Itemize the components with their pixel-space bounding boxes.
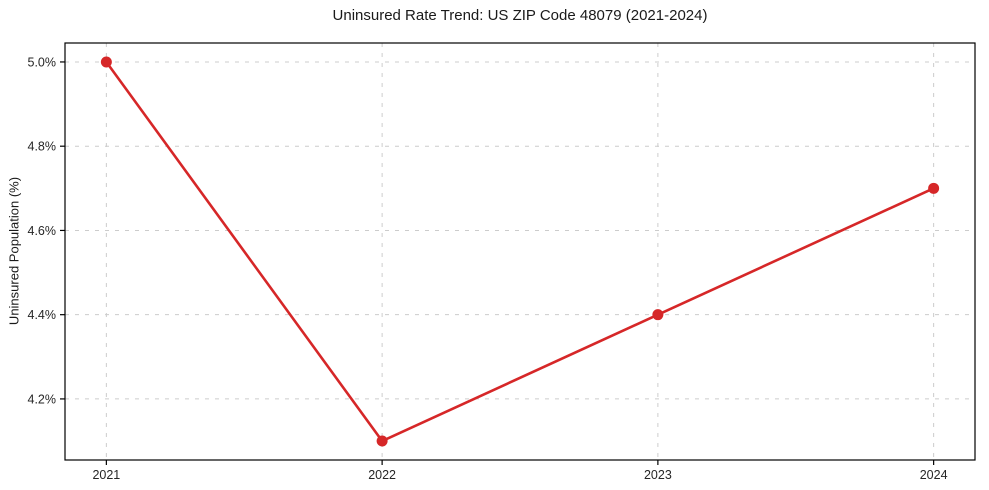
chart-title: Uninsured Rate Trend: US ZIP Code 48079 …	[332, 7, 708, 24]
y-tick-label: 4.4%	[28, 308, 57, 322]
data-point-marker	[652, 309, 664, 321]
y-axis-label: Uninsured Population (%)	[6, 176, 22, 326]
x-tick-label: 2022	[368, 468, 396, 482]
y-tick-label: 4.8%	[28, 140, 57, 154]
plot-box	[64, 42, 976, 461]
x-tick-label: 2023	[644, 468, 672, 482]
x-tick-label: 2024	[920, 468, 948, 482]
data-point-marker	[100, 56, 112, 68]
data-point-marker	[928, 182, 940, 194]
y-tick-label: 4.6%	[28, 224, 57, 238]
y-tick-label: 5.0%	[28, 55, 57, 69]
data-point-marker	[376, 435, 388, 447]
y-tick-label: 4.2%	[28, 392, 57, 406]
trend-line	[105, 60, 935, 443]
x-tick-label: 2021	[92, 468, 120, 482]
